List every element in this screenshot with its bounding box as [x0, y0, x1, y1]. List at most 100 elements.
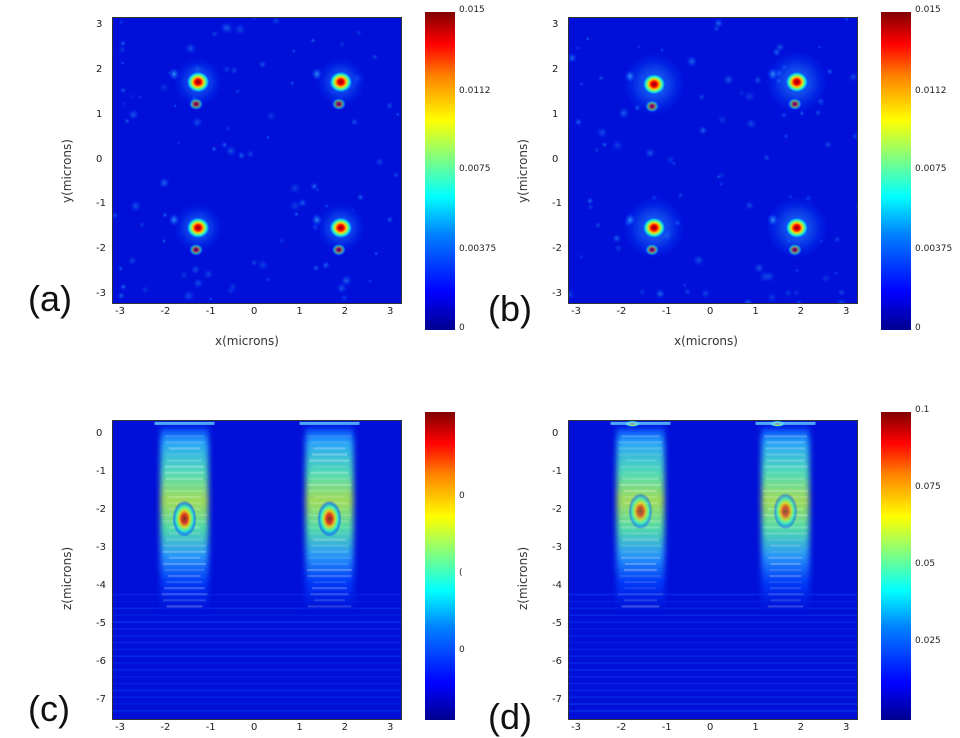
heatmap-svg	[568, 17, 858, 304]
speckle	[638, 287, 647, 297]
x-tick-label: 1	[296, 306, 303, 317]
speckle	[847, 71, 858, 83]
beam-fringe	[306, 568, 353, 572]
beam-fringe	[166, 538, 203, 541]
speckle	[291, 48, 297, 54]
surface-edge	[755, 421, 816, 425]
speckle	[137, 94, 143, 100]
speckle	[158, 81, 170, 94]
speckle	[782, 132, 790, 140]
beam-fringe	[311, 562, 348, 565]
beam-fringe	[161, 593, 208, 596]
colorbar-tick-label: 0.025	[915, 636, 941, 646]
speckle	[844, 17, 849, 22]
beam-fringe	[624, 581, 657, 584]
x-tick-label: 0	[707, 306, 714, 317]
speckle	[337, 40, 347, 49]
speckle	[753, 262, 766, 275]
speckle	[309, 37, 317, 44]
x-tick-label: 2	[341, 306, 348, 317]
beam-fringe	[167, 453, 202, 456]
beam-fringe	[621, 605, 660, 608]
beam-fringe	[762, 489, 809, 493]
x-tick-label: 1	[752, 306, 759, 317]
x-tick-label: -1	[661, 306, 672, 317]
y-tick-label: 2	[96, 63, 103, 75]
speckle	[256, 258, 270, 272]
colorbar-tick-label: 0	[459, 491, 465, 502]
speckle	[635, 44, 642, 51]
x-tick-label: 1	[296, 722, 303, 733]
x-tick-label: 0	[251, 306, 258, 317]
speckle	[224, 144, 238, 158]
speckle	[119, 86, 127, 95]
speckle	[229, 65, 239, 76]
side-lobe	[624, 69, 637, 84]
y-tick-label: 1	[552, 108, 559, 120]
speckle	[823, 139, 834, 150]
x-tick-label: -2	[616, 722, 627, 733]
colorbar-tick-label: 0	[915, 323, 921, 333]
y-tick-label: -2	[552, 504, 562, 516]
y-tick-label: -5	[552, 618, 562, 630]
speckle	[585, 196, 595, 206]
speckle	[271, 17, 281, 26]
speckle	[161, 211, 169, 219]
speckle	[763, 270, 776, 283]
y-tick-label: -3	[96, 542, 106, 554]
speckle	[173, 103, 178, 108]
speckle	[225, 125, 232, 132]
beam-fringe	[312, 538, 347, 541]
beam-fringe	[308, 477, 351, 480]
side-lobe	[787, 243, 802, 256]
speckle	[700, 288, 711, 299]
beam-fringe	[624, 562, 657, 565]
beam-fringe	[314, 495, 345, 499]
beam-fringe	[768, 581, 803, 584]
speckle	[836, 287, 847, 298]
speckle	[234, 88, 241, 95]
speckle	[191, 116, 204, 129]
beam-fringe	[314, 599, 345, 602]
speckle	[597, 74, 605, 82]
speckle	[817, 45, 822, 50]
colorbar-tick-label: 0.015	[459, 5, 485, 15]
speckle	[744, 117, 758, 131]
panel-label: (c)	[28, 688, 70, 729]
speckle	[853, 205, 858, 211]
beam-hotspot-2	[317, 500, 342, 537]
speckle	[593, 146, 601, 154]
side-lobe	[766, 67, 779, 82]
speckle	[339, 293, 349, 303]
speckle	[574, 45, 580, 51]
beam-fringe	[625, 471, 656, 474]
y-tick-label: -2	[552, 243, 562, 255]
speckle	[579, 81, 585, 87]
side-lobe	[645, 243, 660, 256]
heatmap-plot-area	[112, 17, 402, 304]
beam-fringe	[166, 581, 203, 584]
beam-fringe	[766, 453, 805, 456]
x-tick-label: 1	[752, 722, 759, 733]
beam-fringe	[624, 587, 657, 590]
y-tick-label: 0	[552, 428, 559, 440]
speckle	[210, 145, 218, 153]
beam-fringe	[168, 574, 201, 578]
speckle	[392, 171, 400, 179]
surface-edge	[154, 421, 215, 425]
beam-fringe	[307, 483, 352, 486]
beam-fringe	[163, 489, 206, 493]
beam-fringe	[618, 447, 663, 450]
speckle	[119, 39, 127, 47]
speckle	[833, 270, 839, 276]
speckle	[677, 192, 684, 199]
beam-fringe	[620, 544, 661, 547]
beam-fringe	[620, 574, 661, 578]
side-lobe	[766, 212, 779, 227]
speckle	[737, 89, 746, 98]
x-tick-label: 3	[842, 722, 850, 733]
speckle	[395, 111, 401, 118]
y-tick-label: -7	[552, 694, 562, 705]
beam-fringe	[622, 477, 659, 480]
side-lobe	[310, 67, 323, 82]
